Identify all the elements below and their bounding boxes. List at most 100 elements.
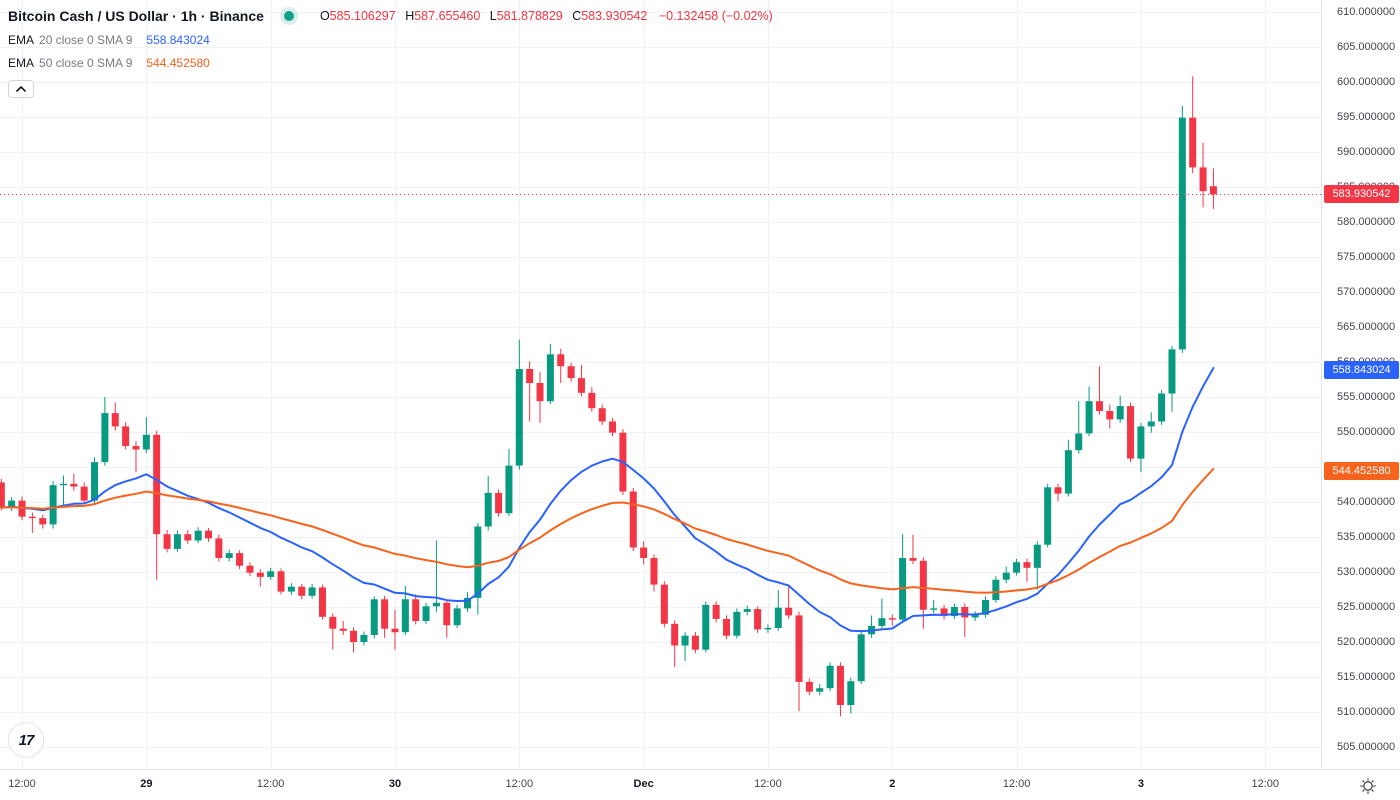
indicator-row-ema50[interactable]: EMA 50 close 0 SMA 9 544.452580 bbox=[8, 55, 210, 70]
candle bbox=[1178, 105, 1186, 353]
ema50-value: 544.452580 bbox=[146, 55, 210, 70]
price-tick-label: 535.000000 bbox=[1337, 531, 1396, 543]
legend-title-row: Bitcoin Cash / US Dollar · 1h · Binance … bbox=[8, 4, 773, 28]
price-tick-label: 505.000000 bbox=[1337, 741, 1396, 753]
candle bbox=[733, 608, 741, 639]
price-axis[interactable]: 610.000000 605.000000 600.000000 595.000000… bbox=[1323, 0, 1400, 768]
candle bbox=[961, 603, 969, 638]
price-tick-label: 570.000000 bbox=[1337, 286, 1396, 298]
candle bbox=[142, 417, 150, 453]
ema50-line[interactable] bbox=[0, 467, 1215, 594]
candle bbox=[391, 609, 399, 650]
candle bbox=[39, 514, 47, 529]
time-tick-label: 2 bbox=[889, 778, 896, 790]
candle bbox=[464, 592, 471, 612]
time-tick-label: 12:00 bbox=[754, 778, 782, 790]
candle bbox=[1116, 395, 1124, 423]
candle bbox=[702, 601, 710, 653]
candle bbox=[360, 631, 368, 646]
candle bbox=[629, 488, 637, 551]
time-tick-label: 12:00 bbox=[1002, 778, 1031, 790]
candle bbox=[132, 441, 140, 472]
price-tick-label: 510.000000 bbox=[1337, 706, 1396, 718]
price-tick-label: 520.000000 bbox=[1337, 636, 1396, 648]
candle bbox=[1044, 483, 1052, 548]
candle bbox=[101, 397, 109, 466]
candle bbox=[205, 527, 212, 542]
candle bbox=[1147, 412, 1155, 433]
indicator-row-ema20[interactable]: EMA 20 close 0 SMA 9 558.843024 bbox=[8, 32, 210, 47]
chart-canvas[interactable] bbox=[0, 0, 1322, 768]
candle bbox=[899, 534, 907, 624]
price-tick-label: 595.000000 bbox=[1337, 111, 1396, 123]
candle bbox=[536, 371, 544, 423]
candle bbox=[153, 430, 161, 580]
tradingview-logo[interactable]: 17 bbox=[8, 722, 44, 758]
candle bbox=[111, 402, 119, 431]
candle bbox=[1168, 345, 1176, 412]
candle bbox=[950, 603, 958, 619]
candle bbox=[577, 364, 585, 397]
price-tick-label: 575.000000 bbox=[1337, 251, 1396, 263]
candle bbox=[329, 613, 337, 650]
candle bbox=[743, 605, 751, 616]
candle bbox=[754, 606, 762, 633]
candle bbox=[28, 512, 36, 533]
price-tick-label: 605.000000 bbox=[1337, 41, 1396, 53]
candle bbox=[432, 540, 440, 612]
candle bbox=[422, 602, 430, 624]
time-tick-label: Dec bbox=[633, 778, 654, 790]
price-tick-label: 555.000000 bbox=[1337, 391, 1396, 403]
ohlc-readout: O585.106297 H587.655460 L581.878829 C583… bbox=[319, 9, 773, 23]
candle bbox=[1013, 558, 1021, 576]
ema20-price-tag: 558.843024 bbox=[1324, 361, 1399, 380]
candle bbox=[1189, 76, 1197, 173]
candle bbox=[59, 475, 67, 506]
price-tick-label: 540.000000 bbox=[1337, 496, 1396, 508]
ema50-price-tag: 544.452580 bbox=[1324, 461, 1399, 480]
candle bbox=[1209, 168, 1217, 209]
candle bbox=[91, 457, 99, 504]
candle bbox=[909, 534, 917, 565]
candle bbox=[225, 549, 233, 562]
time-tick-label: 30 bbox=[388, 778, 402, 790]
candle bbox=[318, 584, 326, 620]
time-tick-label: 12:00 bbox=[256, 778, 285, 790]
candle bbox=[640, 541, 648, 565]
candle bbox=[526, 361, 534, 422]
time-tick-label: 12:00 bbox=[1251, 778, 1279, 790]
candle bbox=[256, 569, 264, 587]
candlestick-chart[interactable]: Bitcoin Cash / US Dollar · 1h · Binance … bbox=[0, 0, 1322, 768]
price-change: −0.132458 (−0.02%) bbox=[658, 9, 773, 23]
candle bbox=[836, 662, 844, 717]
candle bbox=[1095, 366, 1103, 415]
candle bbox=[453, 604, 461, 628]
collapse-indicators-button[interactable] bbox=[8, 80, 34, 98]
candle bbox=[588, 387, 596, 412]
candle bbox=[70, 474, 78, 491]
candle bbox=[1106, 404, 1114, 429]
time-axis[interactable]: 12:00 29 12:00 30 12:00 Dec 12:00 2 12:00 3 12:00 bbox=[0, 769, 1400, 800]
candle bbox=[173, 530, 181, 552]
candle bbox=[515, 339, 523, 470]
candle bbox=[650, 554, 658, 592]
candle bbox=[681, 632, 689, 661]
candle bbox=[723, 615, 730, 640]
ema20-line[interactable] bbox=[0, 367, 1215, 633]
symbol-title[interactable]: Bitcoin Cash / US Dollar · 1h · Binance bbox=[8, 8, 264, 24]
candle bbox=[495, 489, 503, 517]
candle bbox=[1137, 422, 1145, 472]
candle bbox=[1023, 558, 1031, 582]
candle bbox=[412, 594, 420, 625]
price-tick-label: 550.000000 bbox=[1337, 426, 1396, 438]
candle bbox=[484, 476, 492, 531]
time-tick-label: 12:00 bbox=[505, 778, 534, 790]
candle bbox=[609, 418, 617, 437]
price-tick-label: 610.000000 bbox=[1337, 6, 1396, 18]
timezone-settings-icon[interactable] bbox=[1359, 777, 1377, 795]
candle bbox=[1064, 439, 1072, 497]
candle bbox=[122, 422, 130, 450]
market-status-icon bbox=[279, 7, 298, 25]
candle bbox=[287, 583, 295, 596]
